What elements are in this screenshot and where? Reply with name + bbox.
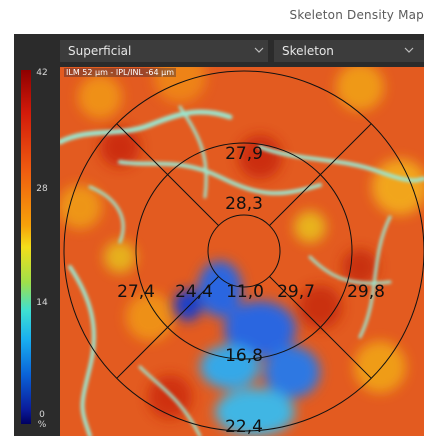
sector-temporal-inner-value: 24,4 — [175, 282, 213, 302]
sector-nasal-outer-value: 29,8 — [347, 282, 385, 302]
sector-superior-inner-value: 28,3 — [225, 194, 263, 214]
layer-dropdown-value: Superficial — [68, 44, 132, 58]
sector-inferior-inner-value: 16,8 — [225, 346, 263, 366]
segmentation-label: ILM 52 µm - IPL/INL -64 µm — [64, 68, 177, 77]
map-type-dropdown-value: Skeleton — [282, 44, 334, 58]
sector-nasal-inner-value: 29,7 — [277, 282, 315, 302]
density-map-panel: Superficial Skeleton 42 28 14 0 % — [14, 34, 424, 436]
scale-tick-28: 28 — [36, 184, 48, 194]
sector-center-value: 11,0 — [226, 282, 264, 302]
sector-temporal-outer-value: 27,4 — [117, 282, 155, 302]
color-scale-bar — [21, 70, 31, 424]
sector-superior-outer-value: 27,9 — [225, 144, 263, 164]
map-type-dropdown[interactable]: Skeleton — [268, 40, 424, 62]
chevron-down-icon — [404, 47, 414, 53]
skeleton-density-map-title: Skeleton Density Map — [289, 8, 424, 22]
scale-tick-14: 14 — [36, 298, 48, 308]
chevron-down-icon — [254, 47, 264, 53]
scale-tick-min: 0 — [39, 410, 45, 420]
scale-unit: % — [37, 420, 47, 430]
scale-tick-max: 42 — [36, 68, 48, 78]
layer-dropdown[interactable]: Superficial — [60, 40, 274, 62]
density-map-image[interactable]: 27,9 28,3 27,4 24,4 11,0 29,7 29,8 16,8 … — [60, 67, 424, 436]
sector-inferior-outer-value: 22,4 — [225, 417, 263, 436]
